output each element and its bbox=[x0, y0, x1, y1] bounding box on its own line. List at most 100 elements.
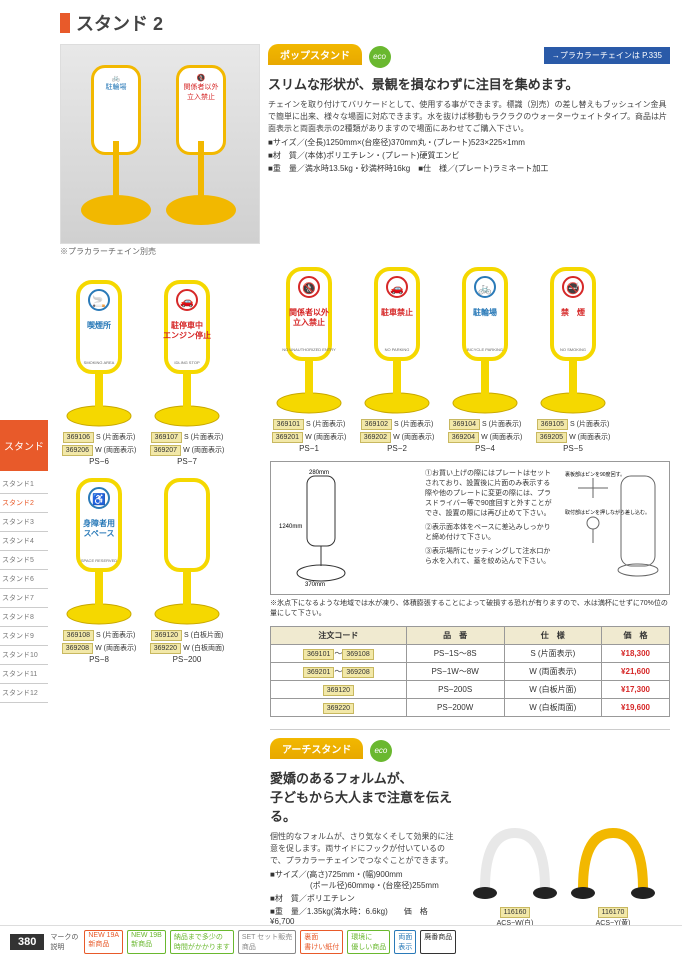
table-header: 品 番 bbox=[406, 627, 504, 645]
product-code: 369120 bbox=[151, 630, 182, 641]
arch-spec-mat: ■材 質／ポリエチレン bbox=[270, 893, 458, 904]
arch-headline: 愛嬌のあるフォルムが、 子どもから大人まで注意を伝える。 bbox=[270, 768, 458, 825]
product-code: 369204 bbox=[448, 432, 479, 443]
sidebar-item[interactable]: スタンド7 bbox=[0, 589, 48, 608]
footer-badge: 両面 表示 bbox=[394, 930, 416, 954]
right-stand-grid: 🚷 関係者以外立入禁止 NO UNAUTHORIZED ENTRY 369101… bbox=[270, 265, 670, 453]
diagram-note-1: ①お買い上げの際にはプレートはセットされており、設置後に片面のみ表示する際や他の… bbox=[425, 468, 555, 518]
svg-text:NO PARKING: NO PARKING bbox=[385, 347, 410, 352]
sidebar-item[interactable]: スタンド12 bbox=[0, 684, 48, 703]
spec-weight: ■重 量／満水時13.5kg・砂満杯時16kg ■仕 様／(プレート)ラミネート… bbox=[268, 163, 670, 174]
stand-product: 🚷 関係者以外立入禁止 NO UNAUTHORIZED ENTRY 369101… bbox=[270, 265, 348, 453]
product-code: 369201 bbox=[272, 432, 303, 443]
sidebar-item[interactable]: スタンド1 bbox=[0, 475, 48, 494]
stand-product: 🚗 駐車禁止 NO PARKING 369102S (片面表示)369202W … bbox=[358, 265, 436, 453]
table-row: 369120PS−200SW (白板片面)¥17,300 bbox=[271, 681, 670, 699]
stand-product: 🚲 駐輪場 BICYCLE PARKING 369104S (片面表示)3692… bbox=[446, 265, 524, 453]
eco-badge: eco bbox=[370, 740, 392, 762]
sidebar-item[interactable]: スタンド6 bbox=[0, 570, 48, 589]
table-header: 仕 様 bbox=[504, 627, 601, 645]
svg-text:禁 煙: 禁 煙 bbox=[560, 307, 585, 317]
footer-badge: NEW 19A 新商品 bbox=[84, 930, 123, 954]
product-code: 369208 bbox=[62, 643, 93, 654]
sidebar-item[interactable]: スタンド3 bbox=[0, 513, 48, 532]
svg-text:駐車禁止: 駐車禁止 bbox=[381, 307, 413, 317]
arch-product: 116160 ACS−W(白) bbox=[470, 813, 560, 928]
title-accent-block bbox=[60, 13, 70, 33]
svg-text:SMOKING AREA: SMOKING AREA bbox=[84, 360, 115, 365]
footer-label: マークの 説明 bbox=[50, 932, 78, 952]
product-code: 369105 bbox=[537, 419, 568, 430]
stand-product: 🚬 喫煙所 SMOKING AREA 369106S (片面表示)369206W… bbox=[60, 278, 138, 466]
pop-stand-headline: スリムな形状が、景観を損なわずに注目を集めます。 bbox=[268, 74, 670, 93]
spec-material: ■材 質／(本体)ポリエチレン・(プレート)硬質エンビ bbox=[268, 150, 670, 161]
page-number: 380 bbox=[10, 934, 44, 950]
page-footer: 380 マークの 説明 NEW 19A 新商品NEW 19B 新商品納品まで多少… bbox=[0, 925, 682, 958]
svg-text:🚷: 🚷 bbox=[302, 282, 316, 295]
table-row: 369101〜369108PS−1S〜8SS (片面表示)¥18,300 bbox=[271, 645, 670, 663]
footer-badge: 納品まで多少の 時間がかかります bbox=[170, 930, 234, 954]
model-number: PS−4 bbox=[446, 444, 524, 453]
page-title-bar: スタンド 2 bbox=[60, 10, 670, 36]
product-code: 369104 bbox=[449, 419, 480, 430]
sidebar-item[interactable]: スタンド10 bbox=[0, 646, 48, 665]
arch-product: 116170 ACS−Y(黄) bbox=[568, 813, 658, 928]
footer-badge: 廃番商品 bbox=[420, 930, 456, 954]
svg-text:370mm: 370mm bbox=[305, 582, 325, 588]
sidebar-item[interactable]: スタンド9 bbox=[0, 627, 48, 646]
arch-spec-weight: ■重 量／1.35kg(満水時：6.6kg) 価 格 ¥6,700 bbox=[270, 906, 458, 926]
sidebar-item[interactable]: スタンド8 bbox=[0, 608, 48, 627]
footer-badge: 環境に 優しい商品 bbox=[347, 930, 390, 954]
svg-text:取付部はピンを押しながら差し込む。: 取付部はピンを押しながら差し込む。 bbox=[565, 509, 650, 516]
side-tab-main: スタンド bbox=[0, 420, 48, 471]
pop-stand-header: ポップスタンド bbox=[268, 44, 362, 65]
footer-badge: 裏面 書けい紙付 bbox=[300, 930, 343, 954]
svg-text:裏板部はピンを90度回す。: 裏板部はピンを90度回す。 bbox=[565, 471, 625, 478]
svg-text:🚲: 🚲 bbox=[478, 283, 492, 295]
page-title: スタンド 2 bbox=[76, 10, 163, 36]
model-number: PS−5 bbox=[534, 444, 612, 453]
order-table: 注文コード品 番仕 様価 格 369101〜369108PS−1S〜8SS (片… bbox=[270, 626, 670, 717]
model-number: PS−200 bbox=[148, 655, 226, 664]
svg-text:🚗: 🚗 bbox=[180, 296, 194, 308]
product-code: 369108 bbox=[63, 630, 94, 641]
model-number: PS−6 bbox=[60, 457, 138, 466]
product-code: 369107 bbox=[151, 432, 182, 443]
svg-text:駐輪場: 駐輪場 bbox=[473, 307, 497, 317]
svg-text:喫煙所: 喫煙所 bbox=[87, 320, 111, 330]
svg-text:1240mm: 1240mm bbox=[279, 524, 302, 530]
table-row: 369201〜369208PS−1W〜8WW (両面表示)¥21,600 bbox=[271, 663, 670, 681]
product-code: 369220 bbox=[150, 643, 181, 654]
stand-product: 🚭 禁 煙 NO SMOKING 369105S (片面表示)369205W (… bbox=[534, 265, 612, 453]
product-code: 369106 bbox=[63, 432, 94, 443]
footer-badge: SET セット販売 商品 bbox=[238, 930, 296, 954]
chain-link-badge[interactable]: →プラカラーチェインは P.335 bbox=[544, 47, 670, 64]
footer-badge: NEW 19B 新商品 bbox=[127, 930, 166, 954]
left-stand-grid: 🚬 喫煙所 SMOKING AREA 369106S (片面表示)369206W… bbox=[60, 278, 260, 664]
product-code: 369101 bbox=[273, 419, 304, 430]
arch-body: 個性的なフォルムが、さり気なくそして効果的に注意を促します。両サイドにフックが付… bbox=[270, 831, 458, 867]
table-header: 注文コード bbox=[271, 627, 407, 645]
svg-text:BICYCLE PARKING: BICYCLE PARKING bbox=[467, 347, 503, 352]
product-code: 369202 bbox=[360, 432, 391, 443]
arch-header: アーチスタンド bbox=[270, 738, 363, 759]
stand-product: 369120S (白板片面)369220W (白板両面)PS−200 bbox=[148, 476, 226, 664]
diagram-note-2: ②表示面本体をベースに差込みしっかりと締め付けて下さい。 bbox=[425, 522, 555, 542]
sidebar-item[interactable]: スタンド5 bbox=[0, 551, 48, 570]
svg-text:NO UNAUTHORIZED ENTRY: NO UNAUTHORIZED ENTRY bbox=[282, 347, 336, 352]
model-number: PS−8 bbox=[60, 655, 138, 664]
product-code: 369205 bbox=[536, 432, 567, 443]
svg-text:SPACE RESERVED: SPACE RESERVED bbox=[81, 558, 117, 563]
sidebar-item[interactable]: スタンド11 bbox=[0, 665, 48, 684]
product-code: 369207 bbox=[150, 445, 181, 456]
sidebar-item[interactable]: スタンド2 bbox=[0, 494, 48, 513]
svg-text:🚬: 🚬 bbox=[92, 295, 106, 308]
spec-size: ■サイズ／(全長)1250mm×(台座径)370mm丸・(プレート)523×22… bbox=[268, 137, 670, 148]
assembly-diagram: 1240mm 280mm 370mm ①お買い上げの際にはプレートはセットされて… bbox=[270, 461, 670, 595]
product-photo: 🚲駐輪場 🚷関係者以外立入禁止 bbox=[60, 44, 260, 244]
svg-text:IDLING STOP: IDLING STOP bbox=[174, 360, 200, 365]
sidebar-item[interactable]: スタンド4 bbox=[0, 532, 48, 551]
model-number: PS−7 bbox=[148, 457, 226, 466]
svg-text:🚗: 🚗 bbox=[390, 283, 404, 295]
eco-badge: eco bbox=[369, 46, 391, 68]
